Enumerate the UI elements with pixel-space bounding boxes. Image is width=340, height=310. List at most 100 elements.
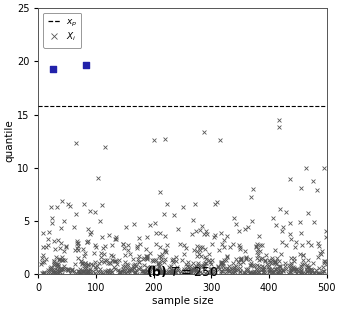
Point: [286, 271, 291, 276]
Point: [125, 243, 130, 248]
Point: [298, 268, 303, 273]
Point: [322, 258, 327, 263]
Point: [255, 241, 260, 246]
Point: [125, 247, 131, 252]
Point: [144, 264, 150, 269]
Point: [321, 258, 326, 263]
Point: [198, 270, 203, 275]
Point: [282, 263, 287, 268]
Point: [288, 255, 293, 260]
Point: [208, 267, 214, 272]
Point: [92, 210, 98, 215]
Point: [294, 266, 300, 271]
Point: [279, 229, 285, 234]
Point: [65, 201, 71, 206]
Point: [59, 255, 65, 259]
Point: [171, 272, 176, 277]
Point: [100, 271, 105, 276]
Point: [283, 267, 289, 272]
Point: [192, 202, 198, 207]
Point: [228, 270, 234, 275]
Point: [57, 246, 63, 251]
Point: [143, 254, 149, 259]
Point: [304, 269, 310, 274]
Point: [61, 249, 67, 254]
Point: [298, 186, 304, 191]
Point: [49, 221, 54, 226]
Point: [193, 268, 199, 272]
Point: [98, 219, 103, 224]
Point: [92, 259, 98, 264]
Point: [43, 257, 48, 262]
Point: [135, 256, 141, 261]
Point: [48, 264, 53, 269]
Point: [308, 271, 313, 276]
Point: [75, 269, 81, 274]
Point: [84, 270, 90, 275]
Point: [224, 254, 230, 259]
Point: [248, 260, 253, 265]
Point: [267, 269, 272, 274]
Point: [170, 269, 176, 274]
Point: [238, 261, 243, 266]
Point: [84, 266, 89, 271]
Point: [238, 256, 244, 261]
Point: [320, 269, 325, 274]
Point: [127, 267, 133, 272]
Point: [100, 270, 105, 275]
Point: [126, 268, 132, 273]
Point: [76, 269, 82, 274]
Point: [236, 260, 241, 265]
Point: [50, 267, 55, 272]
Point: [202, 246, 208, 251]
Point: [124, 268, 130, 273]
Point: [79, 262, 85, 267]
Point: [298, 271, 303, 276]
Point: [231, 242, 236, 247]
Point: [306, 211, 311, 216]
Point: [92, 265, 98, 270]
Point: [79, 260, 85, 265]
Point: [113, 258, 118, 263]
Point: [207, 269, 212, 274]
Point: [58, 266, 64, 271]
Point: [59, 258, 64, 263]
Point: [258, 242, 263, 247]
Point: [246, 271, 252, 276]
Point: [105, 267, 110, 272]
Point: [253, 270, 258, 275]
Point: [134, 244, 140, 249]
Point: [52, 261, 58, 266]
Point: [82, 254, 87, 259]
Point: [202, 255, 207, 260]
Point: [75, 243, 81, 248]
Point: [201, 232, 206, 237]
Point: [55, 261, 61, 266]
Point: [256, 269, 262, 274]
Point: [304, 264, 310, 269]
Point: [317, 244, 322, 249]
Point: [217, 137, 223, 142]
Point: [279, 240, 285, 245]
Point: [49, 267, 54, 272]
Point: [46, 271, 51, 276]
Point: [116, 257, 122, 262]
Point: [243, 257, 249, 262]
Point: [55, 264, 61, 268]
Y-axis label: quantile: quantile: [4, 120, 14, 162]
Point: [145, 271, 150, 276]
Point: [244, 267, 249, 272]
Point: [159, 268, 165, 272]
Point: [247, 270, 253, 275]
Point: [220, 261, 225, 266]
Point: [172, 270, 177, 275]
Point: [98, 250, 104, 255]
Text: $\mathbf{(b)}\ T = 250$: $\mathbf{(b)}\ T = 250$: [146, 264, 219, 279]
Point: [272, 247, 278, 252]
Point: [206, 252, 211, 257]
Point: [156, 267, 162, 272]
Point: [248, 269, 253, 274]
Point: [65, 266, 70, 271]
Point: [85, 240, 90, 245]
Point: [88, 262, 94, 267]
